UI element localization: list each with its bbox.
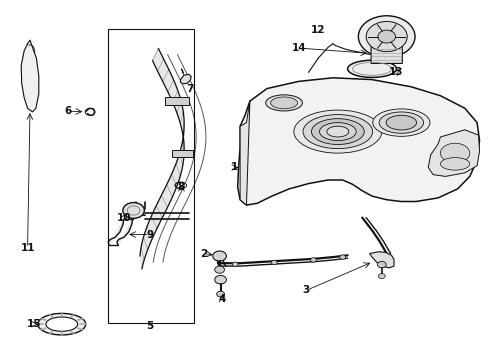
Polygon shape [117, 220, 133, 245]
Circle shape [378, 30, 395, 43]
Circle shape [377, 261, 386, 268]
Circle shape [271, 260, 277, 265]
Text: 7: 7 [187, 84, 194, 94]
Bar [108, 30, 194, 323]
Ellipse shape [270, 97, 297, 109]
Text: 1: 1 [231, 162, 238, 172]
Ellipse shape [327, 126, 349, 137]
Polygon shape [371, 44, 402, 63]
Text: 12: 12 [311, 25, 325, 35]
Ellipse shape [379, 112, 423, 133]
Circle shape [366, 22, 407, 51]
Polygon shape [369, 252, 394, 268]
Text: 10: 10 [117, 213, 131, 222]
Ellipse shape [441, 158, 470, 170]
Ellipse shape [347, 60, 396, 77]
Polygon shape [21, 40, 39, 112]
Ellipse shape [441, 143, 470, 163]
Bar [172, 149, 193, 157]
Text: 2: 2 [200, 248, 207, 258]
Ellipse shape [46, 317, 77, 331]
Polygon shape [428, 130, 480, 176]
Ellipse shape [373, 109, 430, 136]
Text: 14: 14 [292, 43, 306, 53]
Circle shape [311, 258, 317, 262]
Circle shape [378, 274, 385, 279]
Ellipse shape [266, 95, 302, 111]
Text: 13: 13 [389, 67, 404, 77]
Ellipse shape [319, 123, 356, 140]
Ellipse shape [294, 110, 382, 153]
Circle shape [358, 16, 415, 57]
Text: 15: 15 [26, 319, 41, 329]
Ellipse shape [312, 119, 364, 144]
Polygon shape [180, 74, 191, 84]
Text: 11: 11 [20, 243, 35, 253]
Ellipse shape [386, 115, 416, 130]
Text: 4: 4 [219, 294, 226, 304]
Ellipse shape [38, 314, 86, 335]
Polygon shape [108, 220, 124, 245]
Polygon shape [140, 48, 184, 269]
Circle shape [213, 251, 226, 261]
Text: 8: 8 [178, 182, 185, 192]
Text: 3: 3 [302, 285, 310, 296]
Circle shape [340, 255, 345, 259]
Circle shape [217, 291, 224, 297]
Text: 6: 6 [65, 106, 72, 116]
Circle shape [232, 262, 238, 266]
Circle shape [215, 275, 226, 284]
Polygon shape [238, 78, 480, 205]
Bar [165, 97, 189, 105]
Circle shape [123, 203, 145, 219]
Text: 5: 5 [146, 321, 153, 331]
Polygon shape [240, 101, 250, 205]
Ellipse shape [303, 114, 373, 149]
Text: 9: 9 [146, 230, 153, 239]
Circle shape [215, 266, 224, 273]
